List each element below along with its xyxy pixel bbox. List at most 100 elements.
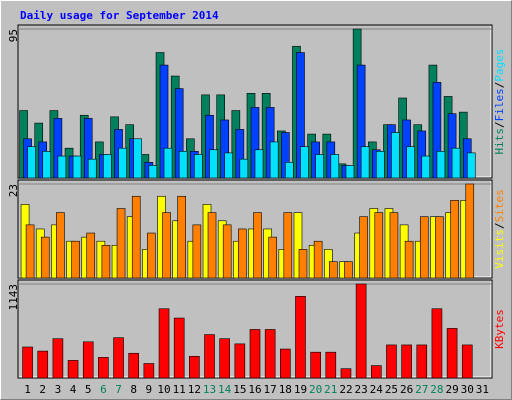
- bar: [143, 363, 155, 379]
- bar: [40, 236, 50, 279]
- bar: [222, 224, 232, 279]
- bar: [285, 162, 294, 179]
- bar: [416, 344, 428, 379]
- bar: [325, 351, 337, 379]
- x-tick-label: 6: [100, 383, 107, 396]
- bar: [345, 165, 355, 179]
- bar: [404, 240, 414, 279]
- bar: [300, 146, 309, 179]
- x-tick-label: 25: [385, 383, 398, 396]
- bar: [67, 360, 79, 379]
- bar: [254, 149, 264, 179]
- bar: [87, 158, 97, 179]
- bar: [264, 329, 276, 379]
- x-tick-label: 10: [157, 383, 170, 396]
- x-tick-label: 11: [173, 383, 186, 396]
- bar: [450, 200, 459, 279]
- bar: [163, 147, 173, 179]
- bar: [465, 183, 475, 279]
- bar: [42, 151, 52, 179]
- bar: [162, 212, 171, 279]
- bar: [253, 212, 262, 279]
- bar: [310, 351, 321, 379]
- legend-entry: Pages: [493, 49, 506, 82]
- bar: [131, 195, 141, 279]
- legend-separator: /: [493, 121, 506, 128]
- bar: [158, 308, 170, 379]
- bar: [82, 341, 94, 379]
- legend-separator: /: [493, 82, 506, 89]
- bar: [295, 296, 306, 379]
- x-tick-label: 2: [39, 383, 46, 396]
- x-tick-label: 4: [70, 383, 77, 396]
- x-tick-label: 18: [279, 383, 292, 396]
- x-tick-label: 23: [355, 383, 368, 396]
- bar: [103, 154, 112, 179]
- bar: [207, 212, 217, 279]
- x-tick-label: 1: [24, 383, 31, 396]
- legend: Hits/Files/Pages: [493, 49, 506, 155]
- bar: [280, 348, 291, 379]
- bar: [128, 352, 140, 379]
- bar: [72, 155, 82, 179]
- bar: [391, 132, 400, 179]
- x-tick-label: 5: [85, 383, 92, 396]
- bar: [178, 151, 188, 179]
- bar: [466, 152, 476, 179]
- bar: [56, 212, 65, 279]
- bar: [101, 245, 111, 279]
- bar: [330, 154, 340, 179]
- bar: [147, 232, 156, 279]
- bar: [224, 152, 233, 179]
- bar: [238, 228, 247, 279]
- bar: [22, 346, 33, 379]
- legend-entry: Hits: [493, 128, 506, 155]
- x-tick-label: 22: [339, 383, 352, 396]
- x-tick-label: 15: [233, 383, 246, 396]
- bar: [57, 155, 67, 179]
- x-tick-label: 20: [309, 383, 322, 396]
- bar: [435, 216, 444, 279]
- x-tick-label: 19: [294, 383, 307, 396]
- x-tick-label: 30: [461, 383, 474, 396]
- x-tick-label: 27: [415, 383, 428, 396]
- bar: [177, 195, 186, 279]
- bar: [431, 308, 443, 379]
- bar: [298, 249, 308, 279]
- x-tick-label: 16: [248, 383, 261, 396]
- bar: [375, 151, 385, 179]
- bar: [406, 146, 415, 179]
- bar: [401, 344, 412, 379]
- bar: [386, 344, 397, 379]
- bar: [389, 212, 399, 279]
- bar: [98, 357, 109, 379]
- x-tick-label: 3: [55, 383, 62, 396]
- bar: [419, 216, 429, 279]
- bar: [355, 283, 367, 379]
- bar: [52, 338, 64, 379]
- legend: Visits/Sites: [493, 189, 506, 269]
- bar: [461, 344, 473, 379]
- x-tick-label: 21: [324, 383, 337, 396]
- bar: [27, 146, 36, 179]
- bar: [133, 138, 143, 179]
- x-tick-label: 31: [476, 383, 489, 396]
- bar: [234, 343, 246, 379]
- bar: [116, 208, 126, 279]
- bar: [370, 365, 382, 379]
- bar: [268, 236, 277, 279]
- bar: [436, 151, 446, 179]
- x-tick-label: 24: [370, 383, 384, 396]
- bar: [269, 141, 279, 179]
- x-tick-label: 13: [203, 383, 216, 396]
- bar: [421, 155, 431, 179]
- bar: [37, 350, 49, 379]
- bar: [173, 317, 185, 379]
- x-tick-label: 29: [445, 383, 458, 396]
- legend-separator: /: [493, 222, 506, 229]
- bar: [239, 158, 249, 179]
- bar: [118, 147, 127, 179]
